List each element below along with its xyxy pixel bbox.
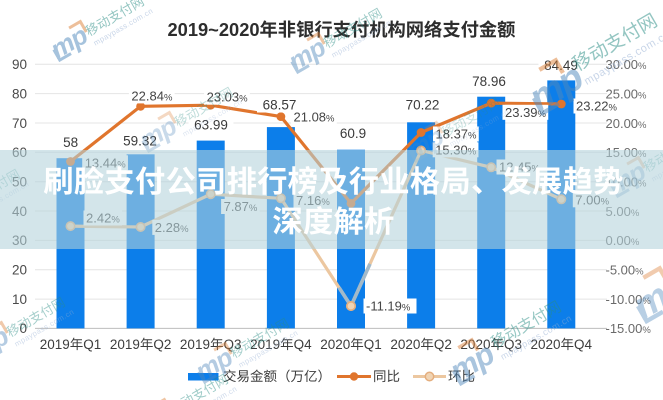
svg-text:20.00%: 20.00%: [606, 113, 648, 132]
svg-text:交易金额（万亿）: 交易金额（万亿）: [223, 365, 331, 385]
svg-text:18.37%: 18.37%: [436, 124, 478, 143]
svg-text:25.00%: 25.00%: [606, 83, 648, 102]
svg-text:-11.19%: -11.19%: [366, 296, 411, 315]
svg-text:0: 0: [19, 317, 27, 337]
svg-text:70: 70: [12, 112, 27, 132]
svg-text:2020年Q1: 2020年Q1: [320, 333, 382, 353]
svg-text:环比: 环比: [448, 365, 475, 385]
svg-text:2020年Q2: 2020年Q2: [390, 333, 452, 353]
svg-text:20: 20: [12, 259, 27, 279]
svg-text:30.00%: 30.00%: [606, 54, 648, 73]
svg-text:21.08%: 21.08%: [294, 107, 336, 126]
svg-text:2020年Q3: 2020年Q3: [460, 333, 522, 353]
svg-text:23.22%: 23.22%: [576, 96, 618, 115]
svg-text:84.49: 84.49: [544, 54, 578, 74]
svg-text:2019~2020年非银行支付机构网络支付金额: 2019~2020年非银行支付机构网络支付金额: [168, 16, 516, 42]
svg-text:70.22: 70.22: [406, 93, 440, 113]
svg-text:10: 10: [12, 288, 27, 308]
svg-text:2019年Q3: 2019年Q3: [180, 333, 242, 353]
svg-text:同比: 同比: [373, 365, 400, 385]
svg-text:-10.00%: -10.00%: [606, 289, 652, 308]
svg-text:63.99: 63.99: [194, 114, 228, 134]
svg-text:mp: mp: [621, 255, 663, 330]
svg-text:68.57: 68.57: [263, 94, 297, 114]
svg-text:80: 80: [12, 82, 27, 102]
svg-text:-15.00%: -15.00%: [606, 318, 652, 337]
svg-text:60.9: 60.9: [340, 122, 366, 142]
svg-text:2019年Q2: 2019年Q2: [110, 333, 172, 353]
svg-text:2019年Q4: 2019年Q4: [250, 333, 312, 353]
svg-text:2019年Q1: 2019年Q1: [40, 333, 102, 353]
svg-text:23.03%: 23.03%: [207, 87, 249, 106]
svg-text:2020年Q4: 2020年Q4: [531, 333, 593, 353]
svg-text:22.84%: 22.84%: [131, 85, 173, 104]
svg-text:90: 90: [12, 53, 27, 73]
svg-text:58: 58: [63, 131, 78, 151]
svg-text:mp: mp: [127, 393, 179, 400]
svg-text:-5.00%: -5.00%: [606, 260, 645, 279]
svg-text:59.32: 59.32: [123, 130, 157, 150]
svg-text:78.96: 78.96: [472, 70, 506, 90]
